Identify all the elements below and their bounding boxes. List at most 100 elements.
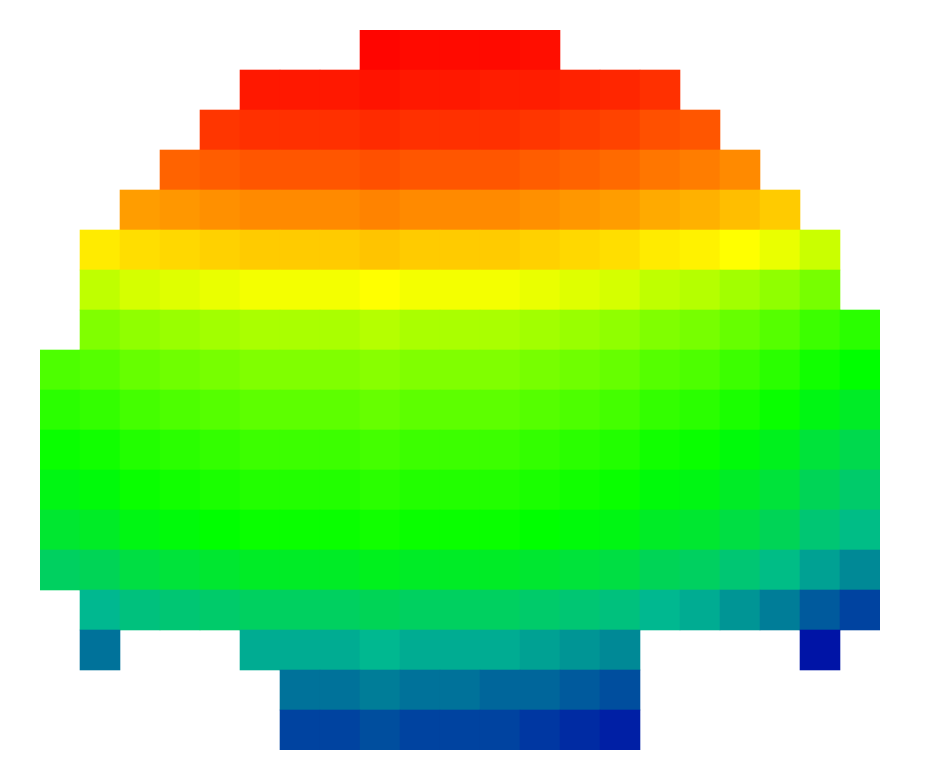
surface-cell (120, 310, 161, 351)
surface-cell (160, 310, 201, 351)
surface-cell (480, 70, 521, 111)
surface-cell (80, 430, 121, 471)
surface-cell (760, 470, 801, 511)
surface-cell (200, 390, 241, 431)
surface-cell (320, 590, 361, 631)
surface-cell (680, 230, 721, 271)
surface-cell (640, 590, 681, 631)
surface-cell (800, 350, 841, 391)
surface-cell (440, 110, 481, 151)
surface-cell (520, 430, 561, 471)
surface-cell (440, 310, 481, 351)
surface-cell (520, 390, 561, 431)
surface-cell (720, 350, 761, 391)
surface-cell (320, 70, 361, 111)
surface-cell (400, 430, 441, 471)
surface-cell (240, 550, 281, 591)
surface-cell (120, 390, 161, 431)
surface-cell (680, 110, 721, 151)
surface-cell (80, 550, 121, 591)
surface-cell (200, 230, 241, 271)
surface-cell (160, 430, 201, 471)
surface-cell (760, 550, 801, 591)
surface-cell (560, 710, 601, 750)
surface-cell (280, 510, 321, 551)
surface-cell (600, 270, 641, 311)
surface-cell (40, 350, 80, 391)
surface-cell (440, 270, 481, 311)
surface-cell (640, 230, 681, 271)
surface-cell (240, 470, 281, 511)
surface-cell (400, 230, 441, 271)
surface-cell (120, 590, 161, 631)
surface-cell (480, 430, 521, 471)
surface-cell (520, 510, 561, 551)
surface-cell (600, 430, 641, 471)
surface-cell (240, 190, 281, 231)
surface-cell (240, 630, 281, 671)
surface-cell (440, 430, 481, 471)
surface-cell (240, 150, 281, 191)
surface-cell (520, 350, 561, 391)
surface-cell (40, 510, 80, 551)
surface-cell (360, 390, 401, 431)
surface-cell (760, 510, 801, 551)
surface-cell (200, 110, 241, 151)
surface-cell (280, 710, 321, 750)
surface-cell (560, 630, 601, 671)
surface-cell (80, 390, 121, 431)
chart (0, 0, 926, 771)
surface-cell (280, 550, 321, 591)
surface-cell (160, 510, 201, 551)
surface-cell (320, 230, 361, 271)
surface-cell (200, 470, 241, 511)
surface-cell (400, 390, 441, 431)
surface-cell (360, 30, 401, 70)
surface-cell (600, 190, 641, 231)
surface-cell (160, 190, 201, 231)
surface-cell (160, 350, 201, 391)
surface-cell (80, 230, 121, 271)
surface-cell (600, 70, 641, 111)
surface-cell (480, 390, 521, 431)
surface-cell (80, 470, 121, 511)
surface-cell (80, 270, 121, 311)
surface-cell (760, 430, 801, 471)
surface-cell (520, 670, 561, 711)
surface-cell (720, 550, 761, 591)
surface-cell (560, 470, 601, 511)
surface-cell (120, 350, 161, 391)
surface-cell (280, 150, 321, 191)
surface-cell (520, 550, 561, 591)
surface-cell (320, 510, 361, 551)
surface-cell (800, 550, 841, 591)
surface-cell (800, 230, 841, 271)
surface-cell (480, 710, 521, 750)
surface-cell (360, 590, 401, 631)
surface-cell (320, 390, 361, 431)
surface-cell (680, 270, 721, 311)
surface-cell (480, 350, 521, 391)
surface-cell (360, 670, 401, 711)
surface-cell (480, 30, 521, 70)
surface-cell (520, 590, 561, 631)
surface-cell (800, 630, 841, 671)
surface-cell (600, 150, 641, 191)
surface-cell (720, 430, 761, 471)
surface-cell (680, 190, 721, 231)
surface-cell (400, 150, 441, 191)
surface-cell (400, 670, 441, 711)
surface-cell (680, 590, 721, 631)
surface-cell (280, 230, 321, 271)
surface-cell (160, 150, 201, 191)
surface-cell (480, 150, 521, 191)
surface-cell (80, 350, 121, 391)
surface-cell (600, 350, 641, 391)
surface-cell (600, 590, 641, 631)
surface-cell (560, 110, 601, 151)
surface-cell (640, 270, 681, 311)
surface-cell (440, 350, 481, 391)
surface-cell (840, 350, 880, 391)
surface-cell (200, 550, 241, 591)
surface-cell (400, 710, 441, 750)
